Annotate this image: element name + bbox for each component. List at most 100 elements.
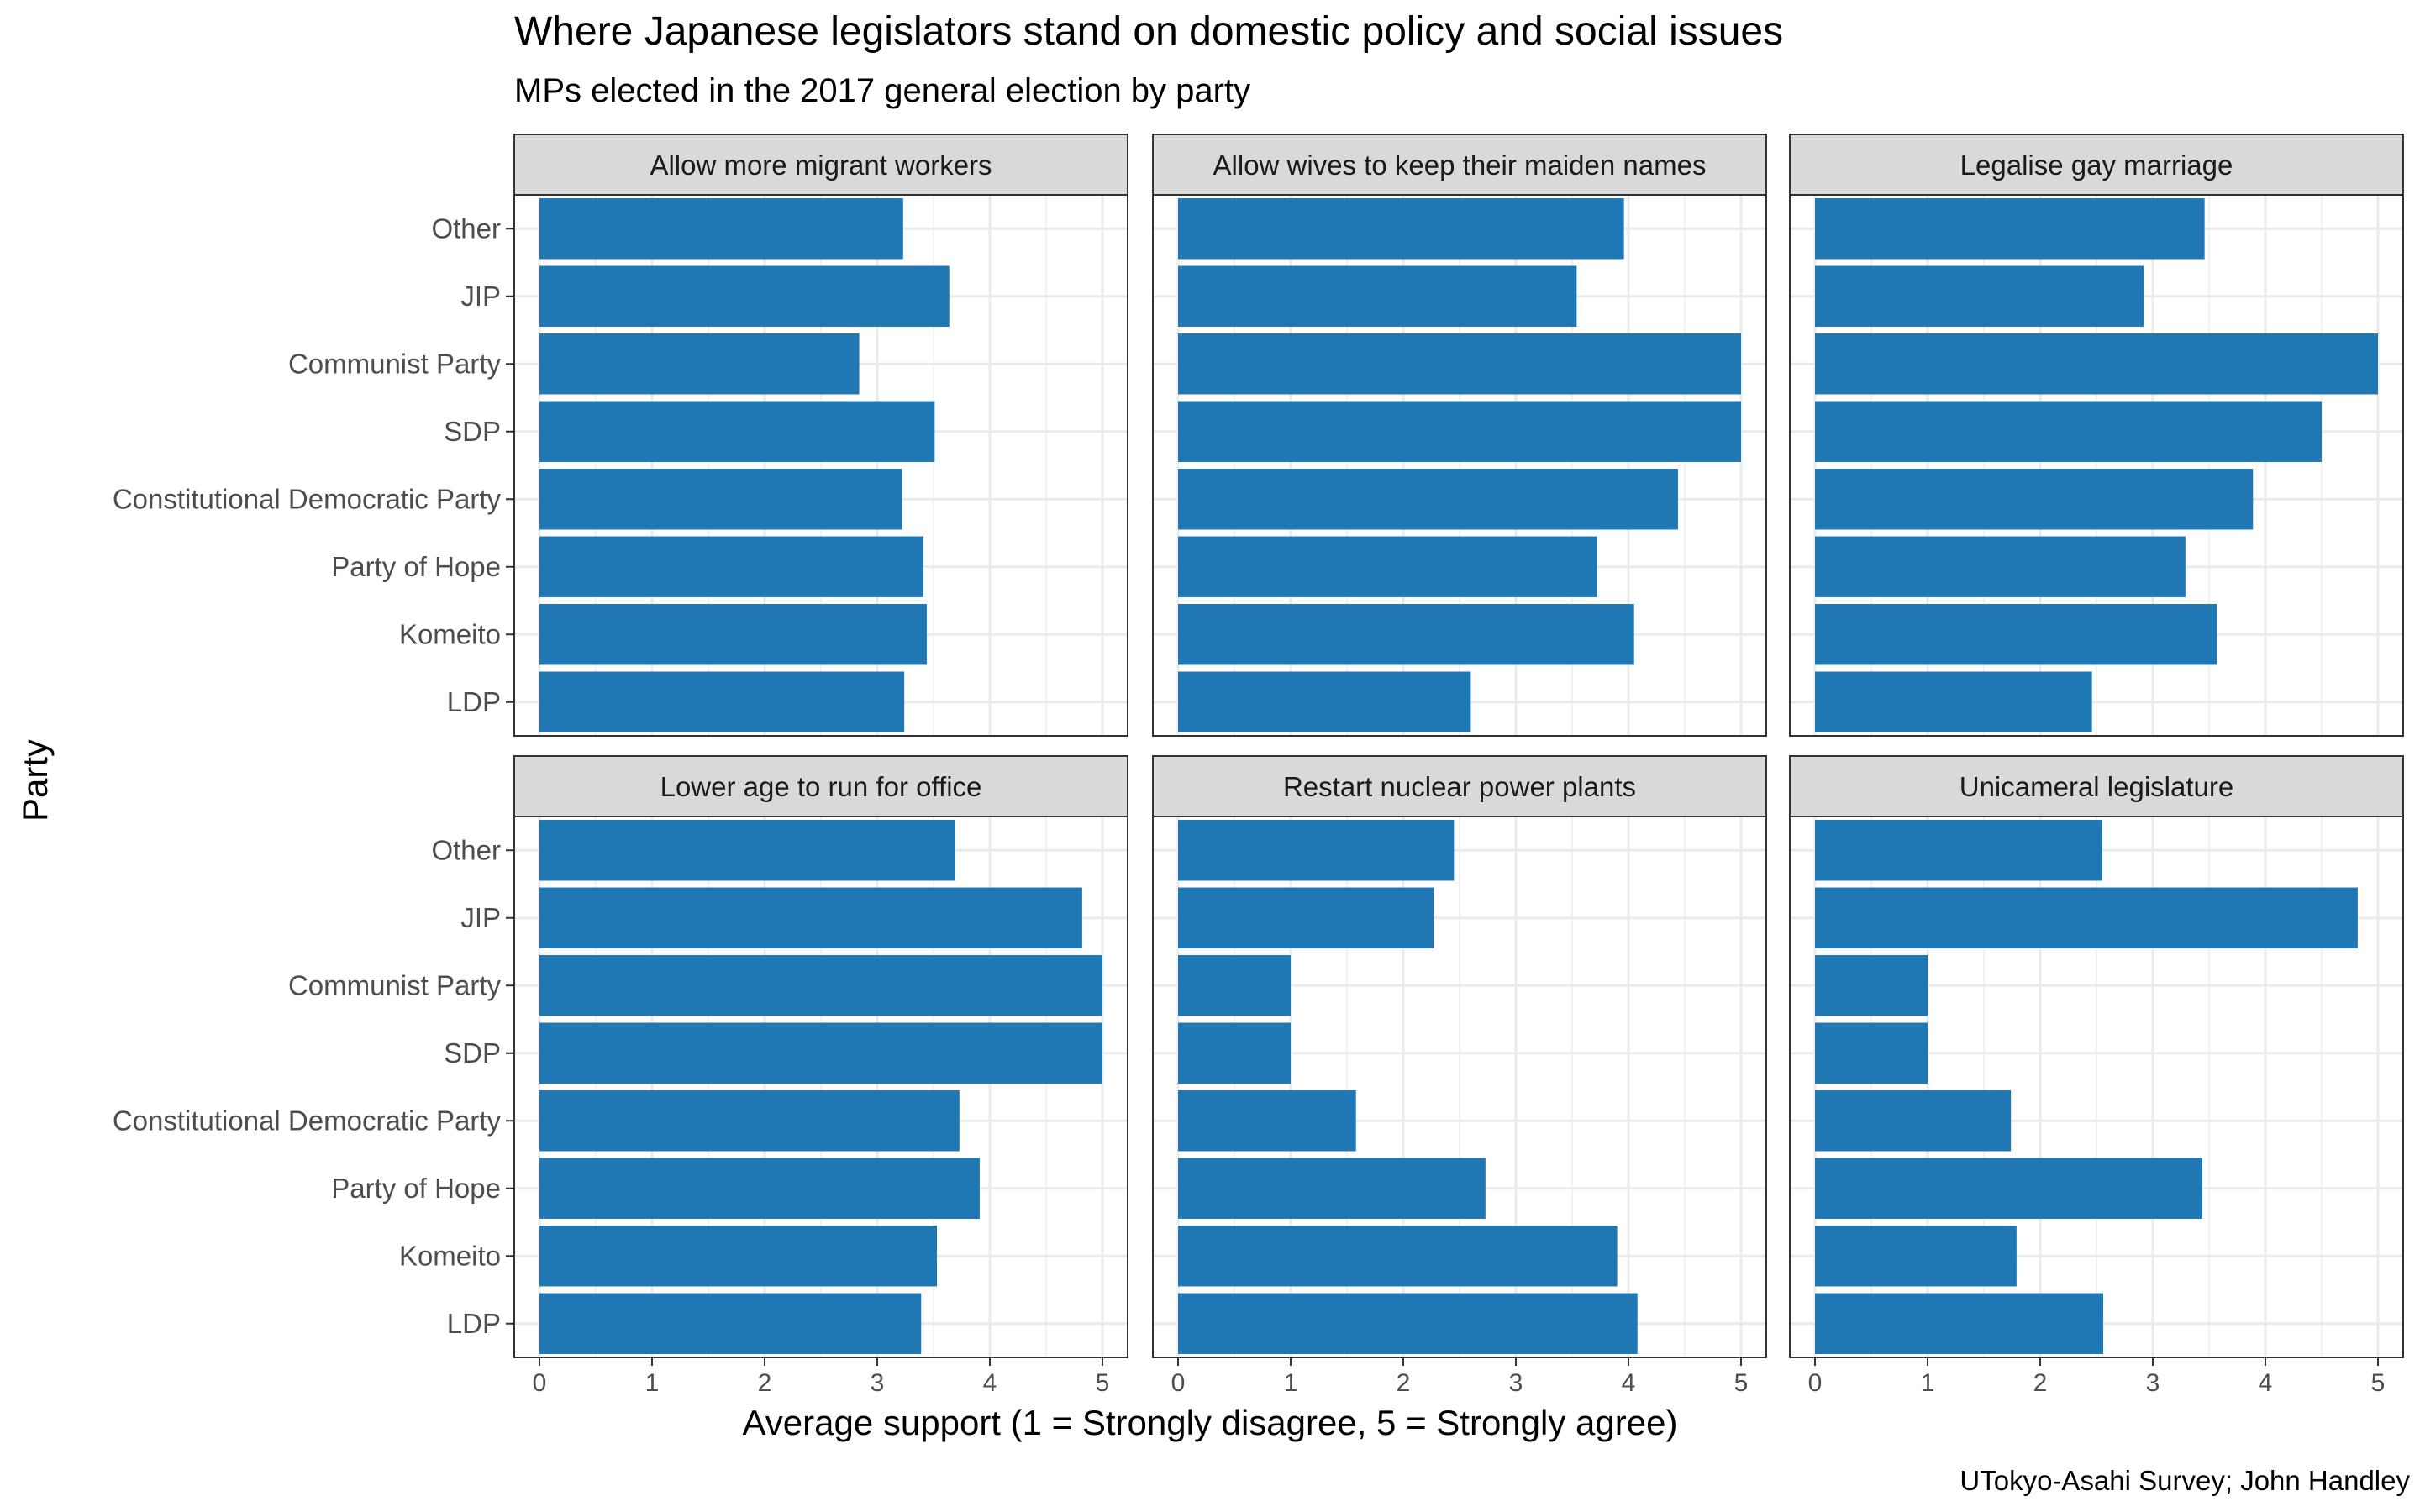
bar [539, 536, 923, 597]
y-tick-label: LDP [447, 686, 501, 717]
bar [1178, 333, 1741, 395]
bar [1815, 820, 2102, 881]
facet-title: Allow wives to keep their maiden names [1213, 150, 1707, 181]
bar [1815, 536, 2186, 597]
chart-title: Where Japanese legislators stand on dome… [514, 9, 1784, 54]
x-tick-label: 0 [533, 1369, 547, 1397]
y-tick-label: Komeito [399, 618, 501, 649]
bar [1178, 469, 1678, 530]
bar [1815, 333, 2378, 395]
bar [1815, 955, 1928, 1016]
bar [1178, 604, 1634, 665]
facet-panel: Allow wives to keep their maiden names [1152, 134, 1767, 737]
y-tick-label: Constitutional Democratic Party [113, 483, 502, 514]
panel-border [1152, 194, 1767, 737]
bar [1178, 1158, 1486, 1219]
bar [1178, 1022, 1291, 1084]
panel-border [513, 816, 1128, 1358]
x-axis-label: Average support (1 = Strongly disagree, … [742, 1403, 1678, 1442]
y-tick-label: JIP [460, 902, 501, 933]
bar [1178, 671, 1471, 732]
x-tick-label: 0 [1171, 1369, 1186, 1397]
panel-border [1789, 816, 2404, 1358]
bar [1178, 198, 1624, 260]
y-tick-label: Komeito [399, 1240, 501, 1271]
bar [1178, 887, 1434, 948]
x-tick-label: 5 [1096, 1369, 1110, 1397]
facet-strip [1152, 755, 1767, 817]
facet-strip [1152, 134, 1767, 196]
facet-strip [1789, 134, 2404, 196]
bar [1178, 265, 1577, 327]
chart-subtitle: MPs elected in the 2017 general election… [514, 72, 1251, 109]
facet-strip [513, 755, 1128, 817]
bar [539, 1090, 960, 1152]
facet-panel: Unicameral legislature 0 1 2 3 4 5 [1789, 755, 2404, 1397]
facet-title: Unicameral legislature [1960, 771, 2233, 802]
bar [539, 604, 927, 665]
x-tick-label: 2 [2033, 1369, 2048, 1397]
facet-panel: Restart nuclear power plants 0 1 2 3 4 5 [1152, 755, 1767, 1397]
bar [1178, 955, 1291, 1016]
x-tick-label: 2 [1397, 1369, 1411, 1397]
bar [1178, 536, 1597, 597]
y-tick-label: LDP [447, 1308, 501, 1339]
bar [1178, 401, 1741, 462]
bar [1815, 604, 2217, 665]
x-tick-label: 3 [1509, 1369, 1523, 1397]
bar [539, 820, 955, 881]
bar [1178, 820, 1455, 881]
y-tick-label: Constitutional Democratic Party [113, 1105, 502, 1136]
facet-panel: Legalise gay marriage [1789, 134, 2404, 737]
bar [1815, 1158, 2202, 1219]
bar [1815, 401, 2322, 462]
bar [1815, 1226, 2017, 1287]
y-tick-label: Communist Party [288, 969, 502, 1000]
facet-panel: Allow more migrant workers Other JIP Commun… [113, 134, 1128, 737]
bar [539, 265, 950, 327]
x-tick-label: 1 [645, 1369, 660, 1397]
y-tick-label: JIP [460, 281, 501, 312]
bar [1815, 265, 2144, 327]
facet-title: Lower age to run for office [660, 771, 982, 802]
bar [1815, 198, 2205, 260]
x-tick-label: 1 [1284, 1369, 1298, 1397]
bar [1815, 1293, 2104, 1354]
x-tick-label: 1 [1921, 1369, 1935, 1397]
y-tick-label: Communist Party [288, 348, 502, 379]
x-tick-label: 3 [2146, 1369, 2160, 1397]
bar [1815, 1090, 2012, 1152]
bar [1815, 1022, 1928, 1084]
bar [539, 401, 935, 462]
bar [1815, 887, 2358, 948]
bar [539, 1158, 980, 1219]
facet-panel: Lower age to run for office Other JIP Commu… [113, 755, 1128, 1397]
facet-title: Legalise gay marriage [1960, 150, 2233, 181]
panel-border [1152, 816, 1767, 1358]
x-tick-label: 4 [1622, 1369, 1636, 1397]
bar [539, 887, 1082, 948]
x-tick-label: 5 [1734, 1369, 1749, 1397]
bar [1815, 671, 2092, 732]
y-tick-label: SDP [444, 416, 501, 447]
panel-border [513, 194, 1128, 737]
x-tick-label: 2 [758, 1369, 772, 1397]
x-tick-label: 4 [983, 1369, 997, 1397]
x-tick-label: 4 [2259, 1369, 2273, 1397]
y-tick-label: SDP [444, 1037, 501, 1068]
bar [1178, 1293, 1638, 1354]
y-tick-label: Party of Hope [331, 551, 501, 582]
y-axis-label: Party [15, 738, 55, 822]
panel-border [1789, 194, 2404, 737]
bar [539, 955, 1102, 1016]
bar [1178, 1226, 1618, 1287]
bar [539, 671, 905, 732]
bar [1815, 469, 2254, 530]
bar [1178, 1090, 1356, 1152]
bar [539, 333, 860, 395]
chart-caption: UTokyo-Asahi Survey; John Handley [1960, 1465, 2410, 1496]
x-tick-label: 0 [1808, 1369, 1823, 1397]
facet-title: Allow more migrant workers [650, 150, 992, 181]
bar [539, 1022, 1102, 1084]
